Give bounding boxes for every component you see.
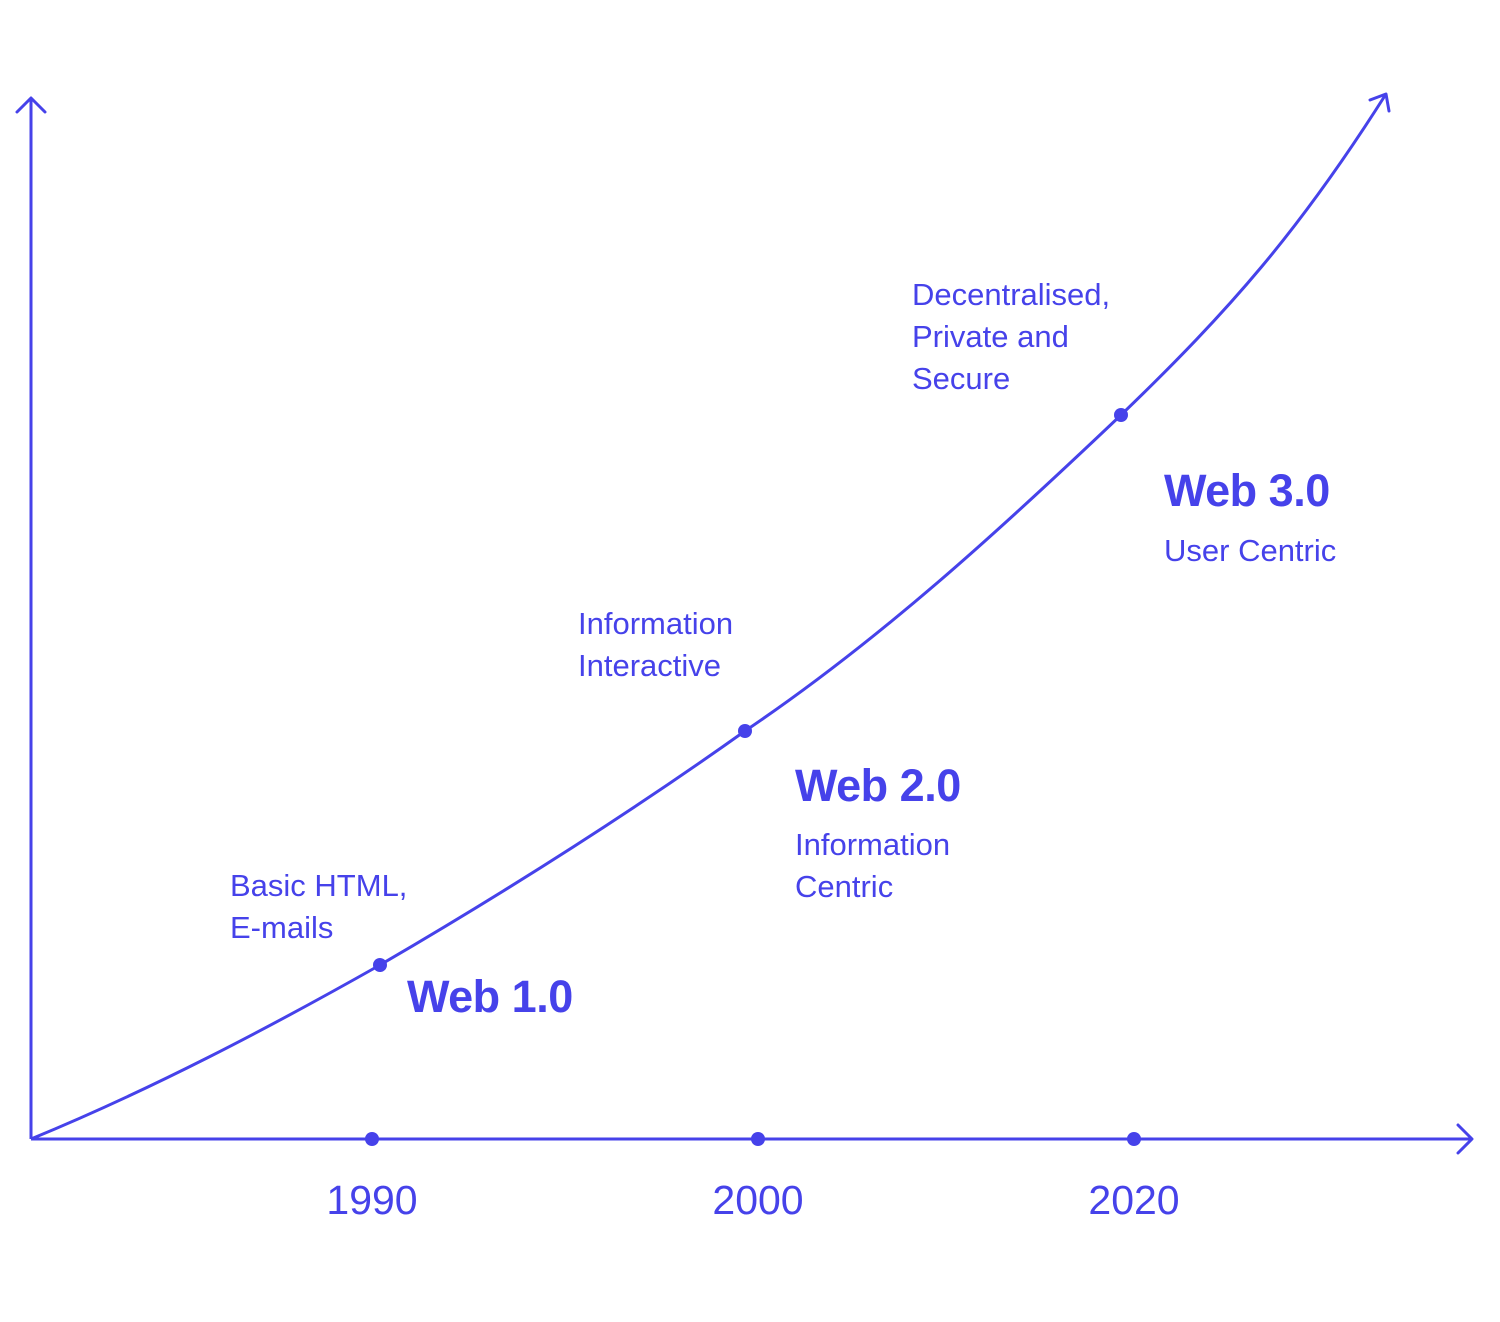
stage-point-web2	[738, 724, 752, 738]
web3-subtitle-line: User Centric	[1164, 533, 1337, 568]
year-label-2020: 2020	[1088, 1177, 1180, 1223]
web2-subtitle-line: Information	[795, 827, 951, 862]
growth-curve	[30, 93, 1388, 1141]
web1-description-line: Basic HTML,	[230, 868, 408, 903]
web3-title: Web 3.0	[1164, 465, 1330, 516]
web1-description-line: E-mails	[230, 910, 334, 945]
web1-description: Basic HTML, E-mails	[230, 865, 407, 949]
web3-description: Decentralised, Private and Secure	[912, 274, 1110, 400]
web2-description-line: Information	[578, 606, 734, 641]
web3-description-line: Decentralised,	[912, 277, 1111, 312]
web3-description-line: Secure	[912, 361, 1011, 396]
x-tick-dot-2000	[751, 1132, 765, 1146]
stage-point-web1	[373, 958, 387, 972]
web2-subtitle-line: Centric	[795, 869, 894, 904]
web2-subtitle: Information Centric	[795, 824, 950, 908]
web2-description-line: Interactive	[578, 648, 722, 683]
web2-description: Information Interactive	[578, 603, 733, 687]
web3-description-line: Private and	[912, 319, 1069, 354]
y-axis-arrow-icon	[15, 96, 47, 114]
year-label-1990: 1990	[326, 1177, 418, 1223]
x-tick-dot-1990	[365, 1132, 379, 1146]
curve-arrow-icon	[1368, 92, 1391, 113]
web1-title: Web 1.0	[407, 971, 573, 1022]
web3-subtitle: User Centric	[1164, 530, 1336, 572]
web2-title: Web 2.0	[795, 760, 961, 811]
x-tick-dot-2020	[1127, 1132, 1141, 1146]
year-label-2000: 2000	[712, 1177, 804, 1223]
x-axis-arrow-icon	[1456, 1123, 1474, 1155]
stage-point-web3	[1114, 408, 1128, 422]
